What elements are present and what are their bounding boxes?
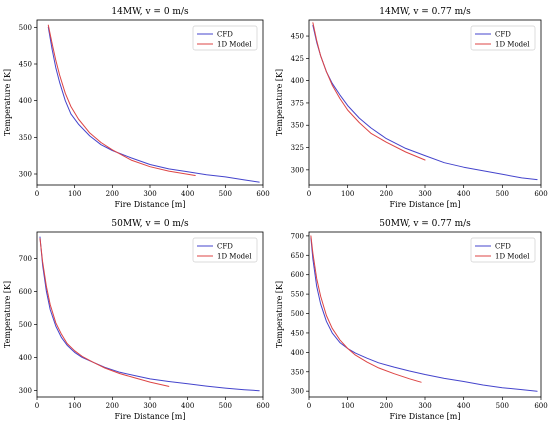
x-tick-label: 500	[496, 402, 509, 410]
x-tick-label: 300	[143, 190, 156, 198]
x-tick-label: 100	[341, 402, 354, 410]
legend-label: 1D Model	[495, 41, 530, 49]
y-tick-label: 700	[19, 255, 32, 263]
y-tick-label: 300	[291, 388, 304, 396]
chart-title: 14MW, v = 0 m/s	[111, 7, 189, 17]
y-tick-label: 500	[19, 24, 32, 32]
y-tick-label: 700	[291, 232, 304, 240]
y-tick-label: 600	[19, 288, 32, 296]
x-axis-label: Fire Distance [m]	[114, 412, 185, 421]
x-tick-label: 500	[219, 190, 232, 198]
x-tick-label: 600	[256, 190, 269, 198]
series-line-cfd	[310, 237, 538, 392]
legend: CFD 1D Model	[192, 25, 258, 51]
y-tick-label: 600	[291, 271, 304, 279]
y-axis-label: Temperature [K]	[275, 281, 284, 348]
y-tick-label: 550	[291, 291, 304, 299]
legend: CFD 1D Model	[470, 25, 536, 51]
y-axis-label: Temperature [K]	[3, 69, 12, 136]
y-axis-label: Temperature [K]	[275, 69, 284, 136]
y-tick-label: 500	[19, 321, 32, 329]
x-axis-label: Fire Distance [m]	[114, 200, 185, 209]
legend-label: 1D Model	[217, 41, 252, 49]
chart-panel-2: 14MW, v = 0.77 m/s 0 100 200 300 400 500 600 300…	[275, 7, 548, 209]
x-tick-label: 600	[534, 190, 547, 198]
x-tick-label: 200	[380, 402, 393, 410]
y-tick-label: 400	[291, 77, 304, 85]
x-tick-label: 0	[35, 402, 39, 410]
y-tick-label: 450	[19, 61, 32, 69]
y-tick-label: 400	[19, 97, 32, 105]
chart-title: 14MW, v = 0.77 m/s	[379, 7, 471, 17]
y-tick-label: 300	[19, 387, 32, 395]
legend-label: CFD	[217, 31, 233, 39]
x-tick-label: 100	[68, 190, 81, 198]
x-tick-label: 200	[106, 190, 119, 198]
legend: CFD 1D Model	[192, 237, 258, 263]
series-line-cfd	[47, 26, 260, 183]
legend-label: CFD	[495, 31, 511, 39]
x-tick-label: 400	[181, 190, 194, 198]
x-tick-label: 500	[219, 402, 232, 410]
x-tick-label: 200	[106, 402, 119, 410]
y-tick-label: 425	[291, 55, 304, 63]
y-tick-label: 650	[291, 252, 304, 260]
x-tick-label: 300	[418, 402, 431, 410]
x-tick-label: 300	[418, 190, 431, 198]
x-tick-label: 600	[534, 402, 547, 410]
y-tick-label: 450	[291, 33, 304, 41]
chart-title: 50MW, v = 0.77 m/s	[379, 219, 471, 229]
x-axis-label: Fire Distance [m]	[389, 200, 460, 209]
y-axis-label: Temperature [K]	[3, 281, 12, 348]
x-tick-label: 400	[181, 402, 194, 410]
y-tick-label: 300	[291, 166, 304, 174]
x-tick-label: 300	[143, 402, 156, 410]
legend-label: 1D Model	[495, 253, 530, 261]
legend-label: CFD	[495, 243, 511, 251]
x-tick-label: 100	[341, 190, 354, 198]
y-tick-label: 400	[19, 354, 32, 362]
series-line-1d-model	[39, 238, 170, 387]
x-tick-label: 100	[68, 402, 81, 410]
y-tick-label: 300	[19, 171, 32, 179]
y-tick-label: 375	[291, 99, 304, 107]
x-tick-label: 0	[307, 402, 311, 410]
series-line-1d-model	[310, 235, 422, 383]
y-tick-label: 350	[19, 134, 32, 142]
chart-panel-1: 14MW, v = 0 m/s 0 100 200 300 400 500 600 300 350…	[3, 7, 270, 209]
x-tick-label: 500	[496, 190, 509, 198]
y-tick-label: 500	[291, 310, 304, 318]
x-tick-label: 400	[457, 402, 470, 410]
y-tick-label: 400	[291, 349, 304, 357]
chart-panel-3: 50MW, v = 0 m/s 0 100 200 300 400 500 600 300 400…	[3, 219, 270, 421]
chart-panel-4: 50MW, v = 0.77 m/s 0 100 200 300 400 500 600 300…	[275, 219, 548, 421]
x-tick-label: 200	[380, 190, 393, 198]
x-tick-label: 0	[35, 190, 39, 198]
series-line-1d-model	[312, 22, 426, 161]
series-line-1d-model	[47, 24, 196, 176]
legend-label: 1D Model	[217, 253, 252, 261]
legend-label: CFD	[217, 243, 233, 251]
x-tick-label: 0	[307, 190, 311, 198]
chart-title: 50MW, v = 0 m/s	[111, 219, 189, 229]
y-tick-label: 450	[291, 329, 304, 337]
x-axis-label: Fire Distance [m]	[389, 412, 460, 421]
y-tick-label: 325	[291, 144, 304, 152]
x-tick-label: 400	[457, 190, 470, 198]
x-tick-label: 600	[256, 402, 269, 410]
y-tick-label: 350	[291, 368, 304, 376]
legend: CFD 1D Model	[470, 237, 536, 263]
y-tick-label: 350	[291, 122, 304, 130]
